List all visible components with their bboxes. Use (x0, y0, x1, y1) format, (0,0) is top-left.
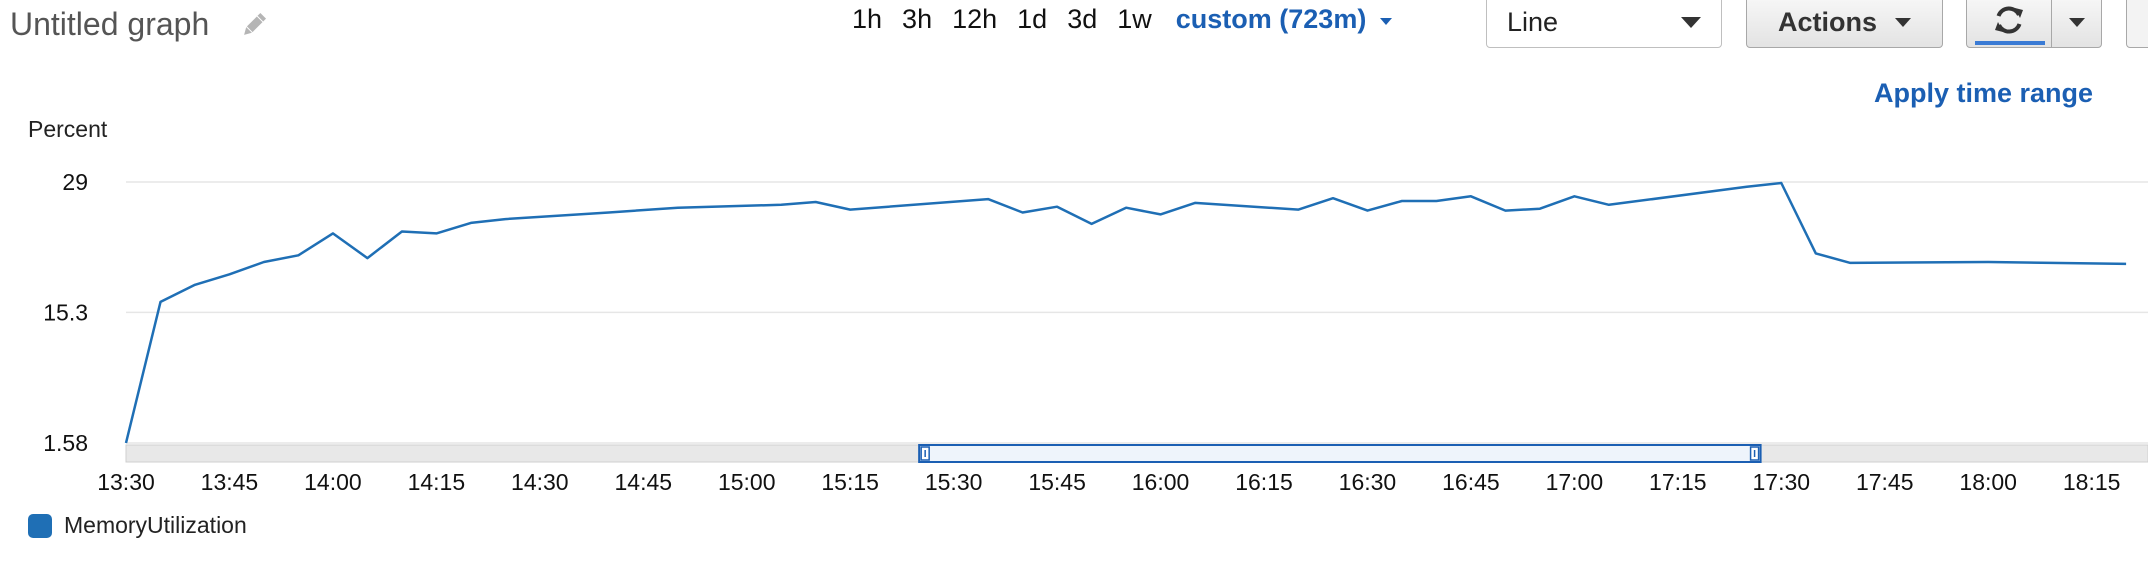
x-tick-label: 15:15 (821, 469, 879, 495)
y-tick-label: 29 (62, 169, 88, 195)
x-tick-label: 14:15 (408, 469, 466, 495)
data-point[interactable] (1776, 178, 1786, 188)
data-point[interactable] (1569, 191, 1579, 201)
series-line-memory-utilization[interactable] (124, 181, 2127, 444)
data-point[interactable] (983, 194, 993, 204)
overflow-button[interactable] (2126, 0, 2148, 48)
actions-label: Actions (1777, 6, 1877, 37)
custom-range-label: custom (723m) (1175, 4, 1367, 34)
pencil-icon[interactable] (239, 10, 269, 40)
actions-button[interactable]: Actions (1746, 0, 1943, 48)
x-tick-label: 15:45 (1028, 469, 1086, 495)
data-point[interactable] (328, 228, 338, 238)
chevron-down-icon (2068, 17, 2085, 27)
range-1w-button[interactable]: 1w (1117, 4, 1152, 34)
y-axis-unit-label: Percent (28, 116, 108, 142)
data-point[interactable] (224, 269, 234, 279)
data-point[interactable] (1397, 196, 1407, 206)
x-tick-label: 18:00 (1959, 469, 2017, 495)
refresh-options-dropdown[interactable] (2052, 0, 2101, 47)
x-tick-label: 18:15 (2063, 469, 2121, 495)
range-3h-button[interactable]: 3h (902, 4, 933, 34)
x-tick-label: 13:45 (201, 469, 259, 495)
range-1d-button[interactable]: 1d (1017, 4, 1048, 34)
legend-swatch[interactable] (28, 513, 52, 538)
selection-left-handle[interactable] (920, 446, 930, 461)
legend-series-label[interactable]: MemoryUtilization (64, 512, 247, 538)
x-tick-label: 15:00 (718, 469, 776, 495)
x-tick-label: 14:45 (614, 469, 672, 495)
data-point[interactable] (1293, 205, 1303, 215)
legend: MemoryUtilization (28, 512, 247, 539)
data-point[interactable] (776, 200, 786, 210)
time-range-bar: 1h 3h 12h 1d 3d 1w custom (723m) (852, 4, 1393, 35)
chevron-down-icon (1681, 16, 1701, 28)
data-point[interactable] (155, 297, 165, 307)
data-point[interactable] (431, 228, 441, 238)
data-point[interactable] (362, 253, 372, 263)
x-tick-label: 17:15 (1649, 469, 1707, 495)
data-point[interactable] (397, 226, 407, 236)
data-point[interactable] (500, 214, 510, 224)
refresh-icon (1992, 3, 2026, 42)
x-tick-label: 16:00 (1132, 469, 1190, 495)
graph-title: Untitled graph (10, 6, 210, 42)
y-tick-label: 15.3 (43, 299, 88, 325)
data-point[interactable] (1018, 207, 1028, 217)
selection-right-handle[interactable] (1749, 446, 1760, 461)
data-point[interactable] (1190, 198, 1200, 208)
data-point[interactable] (121, 438, 131, 448)
data-point[interactable] (1535, 204, 1545, 214)
apply-time-range-link[interactable]: Apply time range (1874, 78, 2094, 108)
range-1h-button[interactable]: 1h (852, 4, 883, 34)
chart-type-select[interactable]: Line (1486, 0, 1722, 48)
x-tick-label: 17:00 (1546, 469, 1604, 495)
x-tick-label: 16:30 (1339, 469, 1397, 495)
data-point[interactable] (845, 205, 855, 215)
data-point[interactable] (1052, 202, 1062, 212)
data-point[interactable] (1121, 203, 1131, 213)
data-point[interactable] (673, 203, 683, 213)
data-point[interactable] (1983, 257, 1993, 267)
refresh-button[interactable] (1967, 0, 2052, 47)
x-tick-label: 16:45 (1442, 469, 1500, 495)
refresh-progress-bar (1975, 41, 2045, 45)
x-tick-label: 13:30 (97, 469, 155, 495)
data-point[interactable] (1500, 206, 1510, 216)
chevron-down-icon (1895, 17, 1911, 27)
data-point[interactable] (1362, 206, 1372, 216)
data-point[interactable] (811, 197, 821, 207)
data-point[interactable] (293, 250, 303, 260)
data-point[interactable] (1466, 191, 1476, 201)
data-point[interactable] (259, 257, 269, 267)
range-3d-button[interactable]: 3d (1067, 4, 1098, 34)
custom-range-dropdown[interactable]: custom (723m) (1176, 4, 1393, 35)
x-tick-label: 17:45 (1856, 469, 1914, 495)
refresh-button-group (1966, 0, 2102, 48)
data-point[interactable] (1156, 209, 1166, 219)
chart-type-value: Line (1507, 6, 1559, 37)
x-tick-label: 17:30 (1752, 469, 1810, 495)
data-point[interactable] (1811, 248, 1821, 258)
data-point[interactable] (604, 207, 614, 217)
data-point[interactable] (190, 280, 200, 290)
range-12h-button[interactable]: 12h (952, 4, 998, 34)
data-point[interactable] (1845, 258, 1855, 268)
y-tick-label: 1.58 (43, 430, 88, 456)
data-point[interactable] (1431, 196, 1441, 206)
data-point[interactable] (1328, 193, 1338, 203)
time-selection-window[interactable] (918, 444, 1762, 463)
data-point[interactable] (1087, 219, 1097, 229)
data-point[interactable] (1742, 182, 1752, 192)
x-tick-label: 16:15 (1235, 469, 1293, 495)
data-point[interactable] (2121, 259, 2131, 269)
x-tick-label: 14:00 (304, 469, 362, 495)
chevron-down-icon (1380, 17, 1393, 25)
x-tick-label: 14:30 (511, 469, 569, 495)
data-point[interactable] (466, 218, 476, 228)
data-point[interactable] (1604, 200, 1614, 210)
x-tick-label: 15:30 (925, 469, 983, 495)
